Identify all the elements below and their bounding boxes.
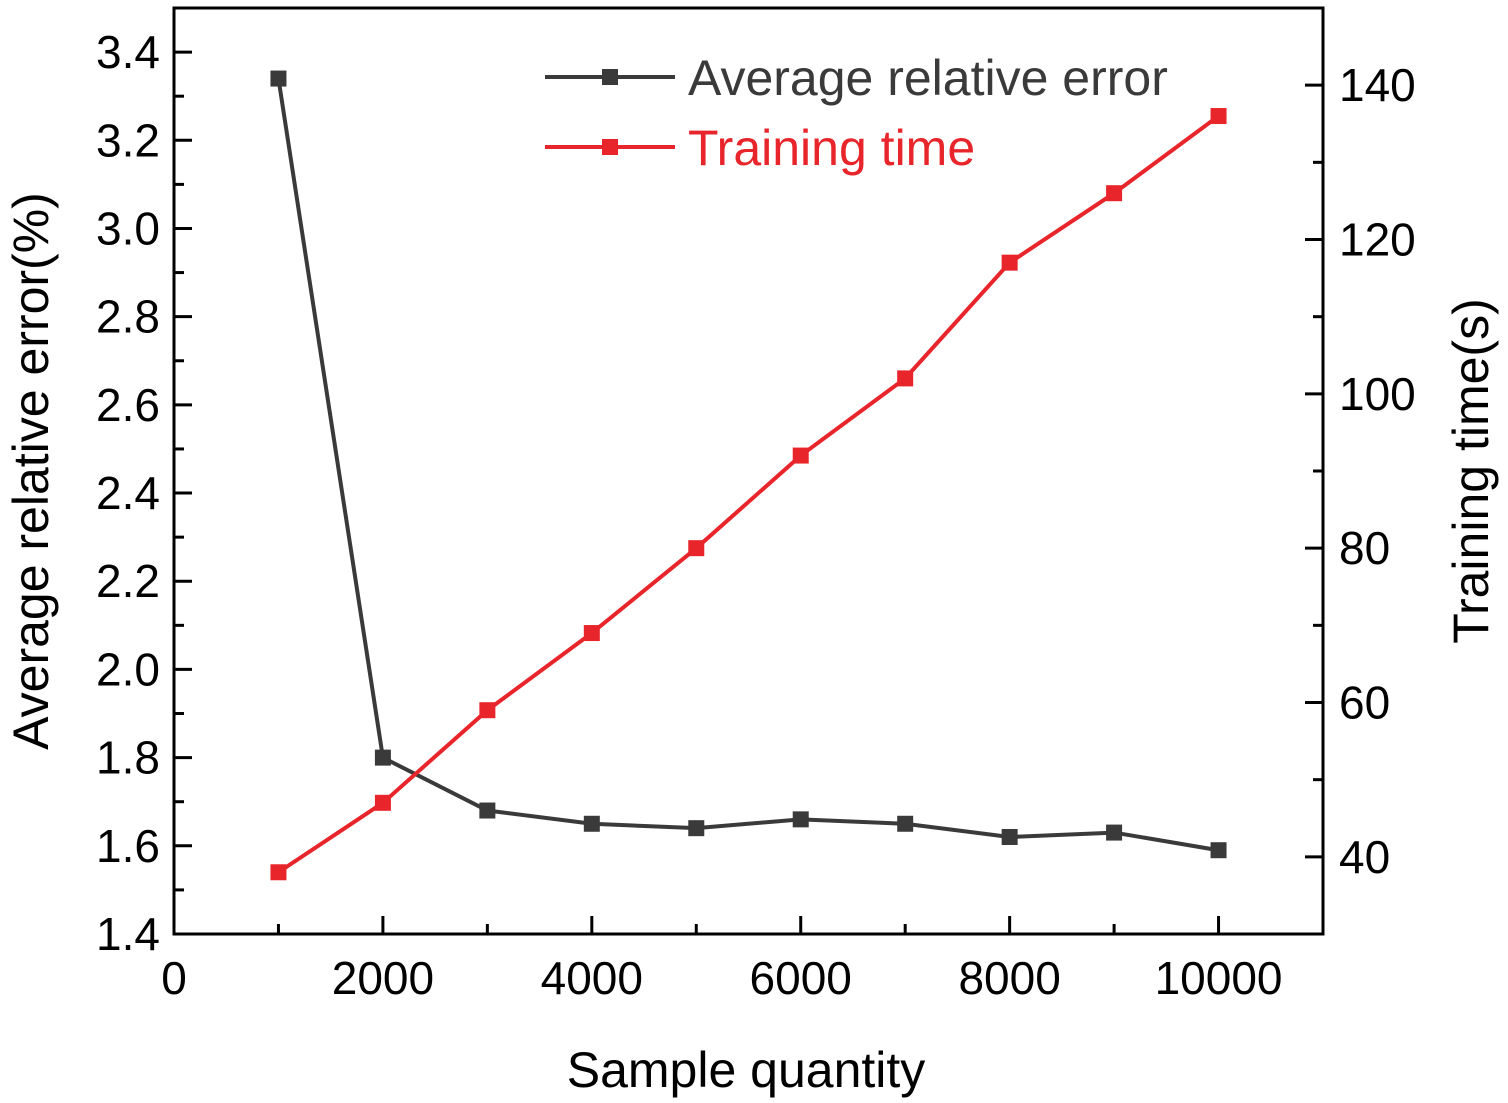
series-line [277, 114, 1220, 874]
left-y-tick-label: 1.6 [96, 820, 160, 872]
right-y-tick-label: 40 [1339, 831, 1390, 883]
x-tick-label: 10000 [1155, 952, 1283, 1004]
data-point [897, 370, 914, 387]
data-point [792, 447, 809, 464]
series-layer [270, 70, 1227, 881]
x-axis-title: Sample quantity [567, 1042, 926, 1098]
left-y-tick-label: 3.0 [96, 202, 160, 254]
legend-entry: Average relative error [545, 50, 1168, 106]
left-y-tick-label: 2.6 [96, 379, 160, 431]
left-y-tick-label: 3.4 [96, 26, 160, 78]
right-y-tick-label: 60 [1339, 677, 1390, 729]
legend: Average relative error Training time [545, 50, 1168, 176]
right-y-tick-label: 140 [1339, 59, 1416, 111]
left-y-tick-label: 1.8 [96, 732, 160, 784]
left-y-tick-label: 2.2 [96, 555, 160, 607]
data-point [374, 749, 391, 766]
series-1 [270, 70, 1227, 859]
legend-marker [602, 139, 618, 155]
left-y-tick-label: 2.4 [96, 467, 160, 519]
series-2 [270, 108, 1227, 881]
data-point [479, 802, 496, 819]
plot-area: 0 2000 4000 6000 8000 10000 1.4 1.6 1.8 2.0 2.2 2.4… [96, 6, 1416, 1004]
data-point [479, 702, 496, 719]
x-tick-label: 2000 [332, 952, 434, 1004]
x-tick-label: 4000 [541, 952, 643, 1004]
data-point [1001, 254, 1018, 271]
right-y-tick-label: 100 [1339, 368, 1416, 420]
right-y-tick-label: 80 [1339, 522, 1390, 574]
x-tick-label: 8000 [958, 952, 1060, 1004]
legend-entry: Training time [545, 120, 975, 176]
data-point [270, 864, 287, 881]
data-point [897, 815, 914, 832]
data-point [583, 625, 600, 642]
data-point [270, 70, 287, 87]
legend-label: Training time [688, 120, 975, 176]
data-point [1106, 185, 1123, 202]
data-point [374, 794, 391, 811]
data-point [583, 815, 600, 832]
right-y-tick-label: 120 [1339, 214, 1416, 266]
data-point [1001, 828, 1018, 845]
left-y-tick-label: 2.0 [96, 643, 160, 695]
x-tick-label: 0 [161, 952, 187, 1004]
data-point [688, 820, 705, 837]
data-point [792, 811, 809, 828]
data-point [688, 540, 705, 557]
left-y-tick-label: 2.8 [96, 291, 160, 343]
left-y-tick-label: 1.4 [96, 908, 160, 960]
data-point [1106, 824, 1123, 841]
left-y-tick-label: 3.2 [96, 114, 160, 166]
x-tick-label: 6000 [750, 952, 852, 1004]
right-y-axis-title: Training time(s) [1443, 298, 1499, 643]
data-point [1210, 108, 1227, 125]
legend-label: Average relative error [688, 50, 1168, 106]
data-point [1210, 842, 1227, 859]
left-y-axis-title: Average relative error(%) [3, 192, 59, 750]
legend-marker [602, 69, 618, 85]
series-line [276, 78, 1219, 853]
